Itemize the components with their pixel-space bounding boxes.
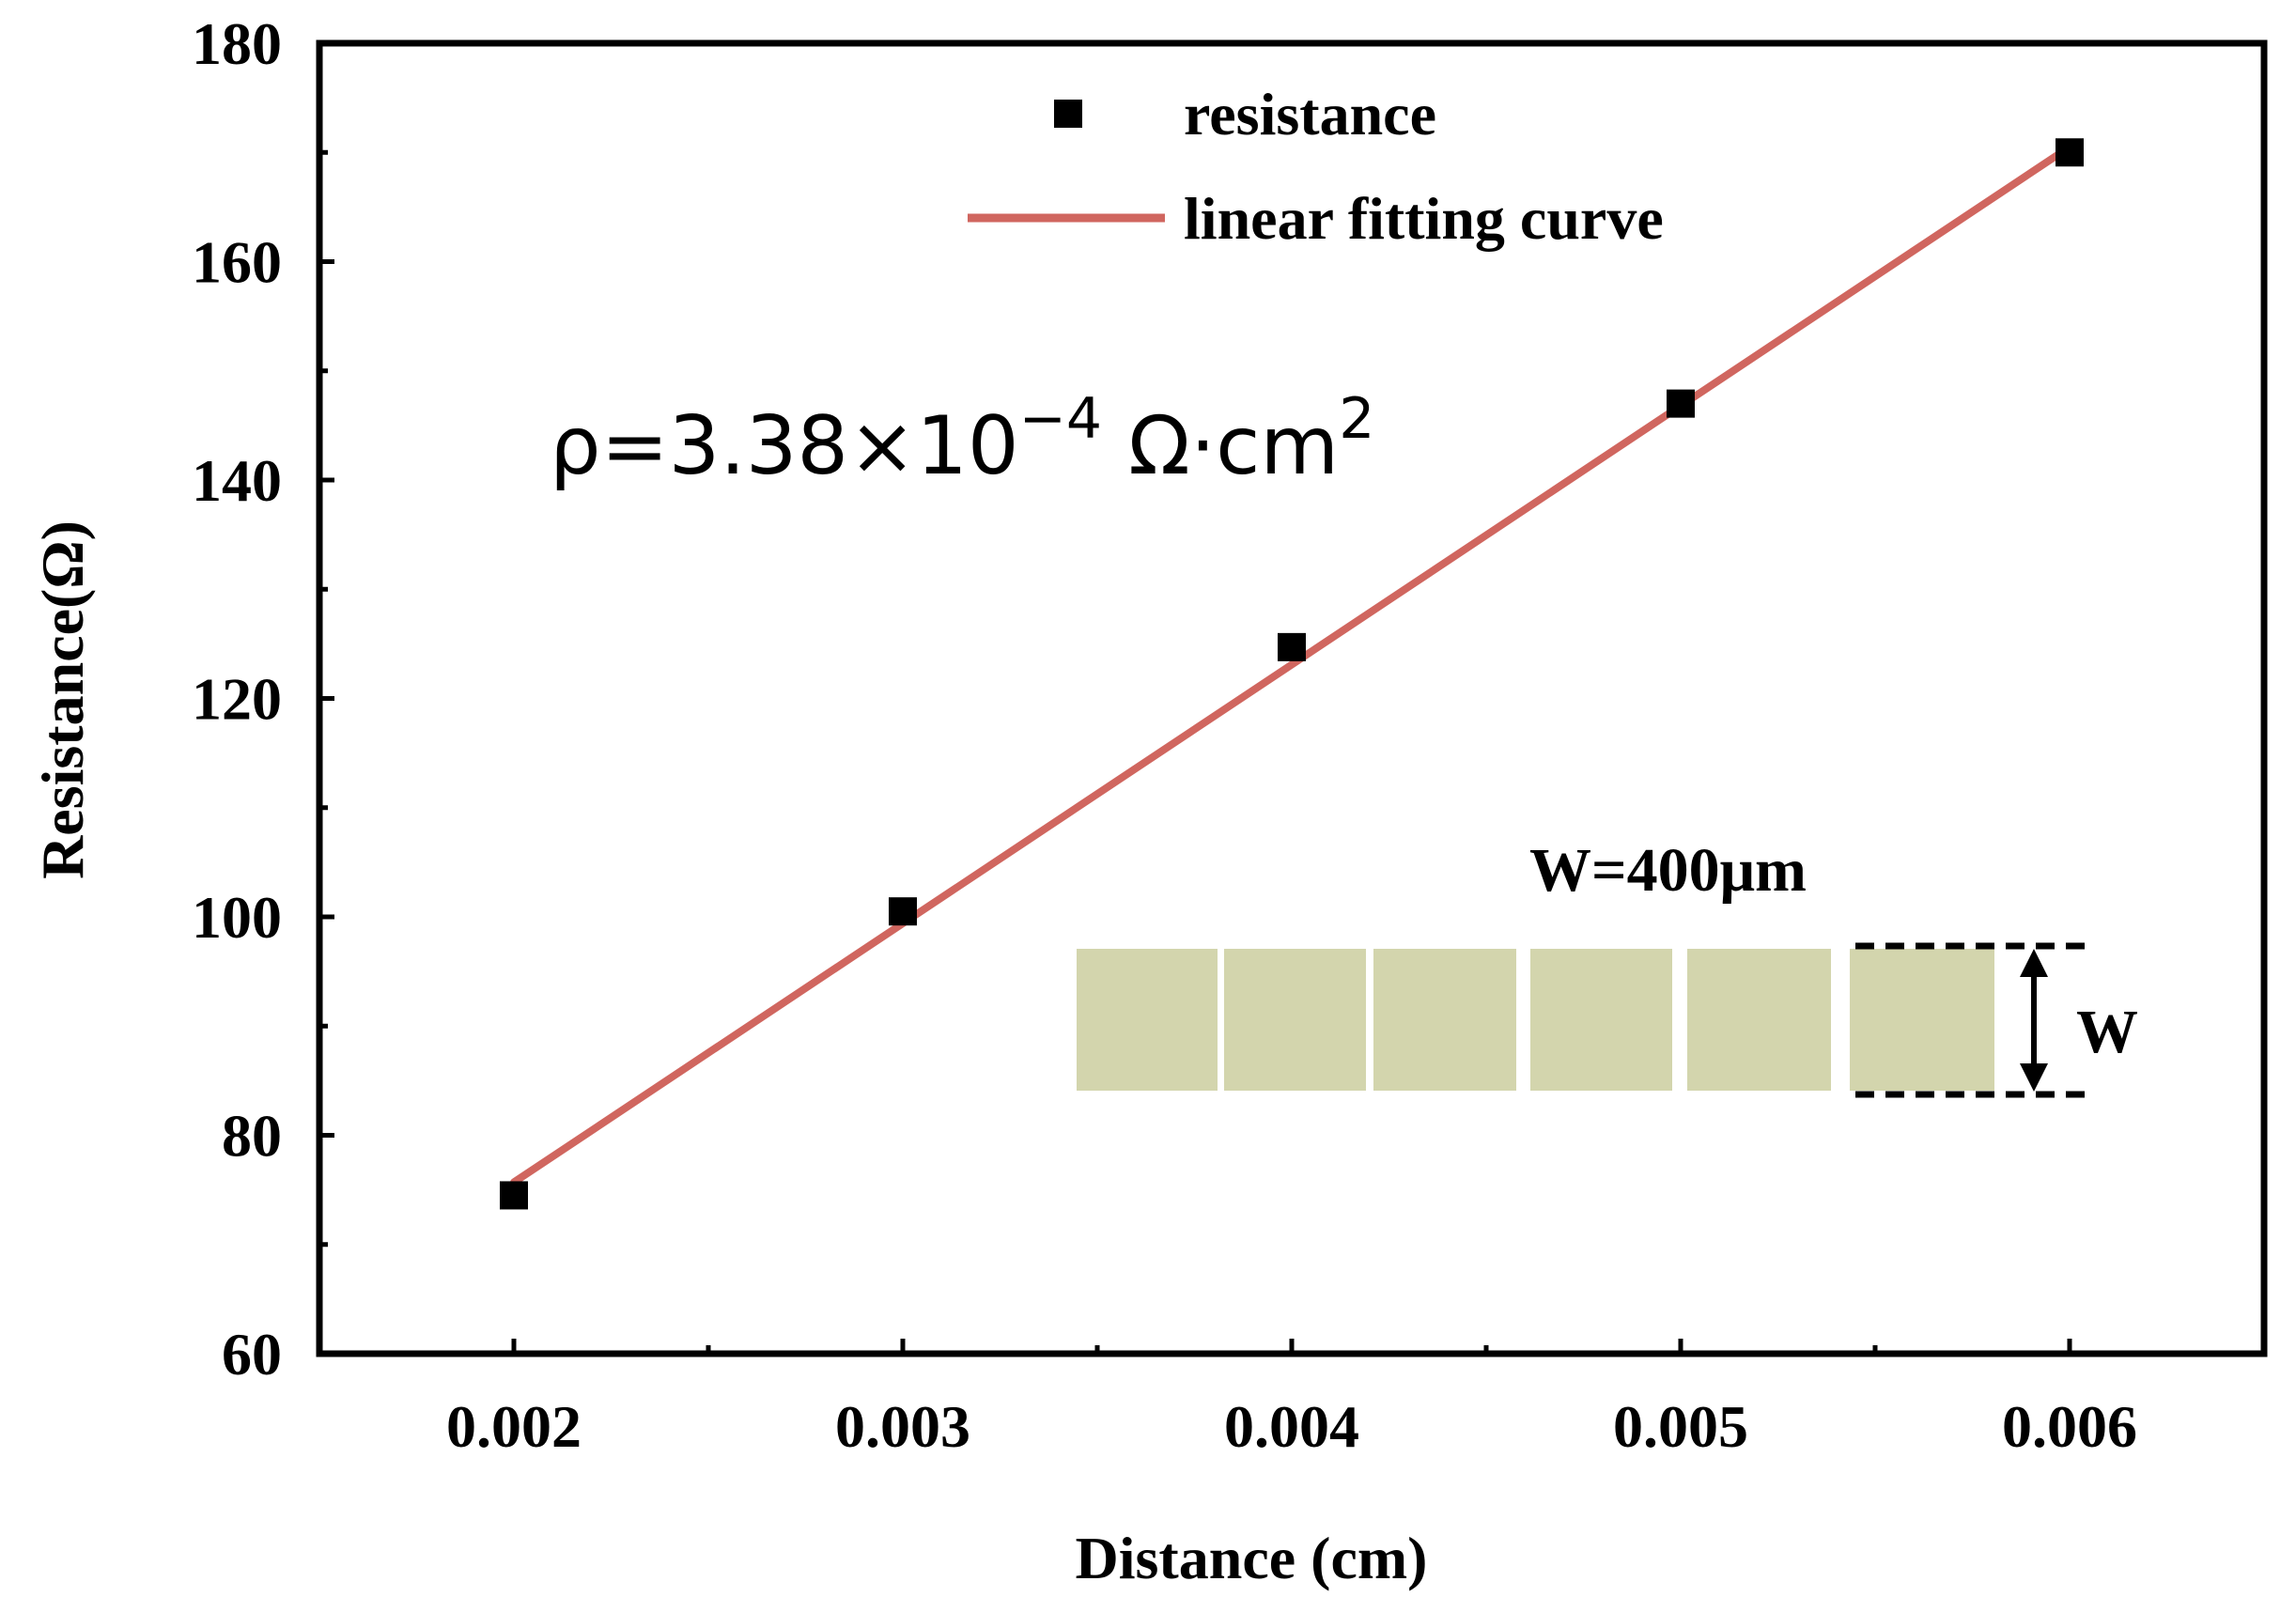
pad-4 (1530, 949, 1672, 1091)
axis-ticks (319, 40, 2267, 1357)
inset-schematic: W=400μm W (1077, 836, 2138, 1098)
rho-exponent: −4 (1019, 386, 1102, 452)
rho-unit: Ω·cm (1128, 399, 1339, 493)
x-tick-label: 0.003 (835, 1393, 970, 1460)
rho-main: ρ=3.38×10 (550, 399, 1019, 493)
resistivity-annotation: ρ=3.38×10−4 Ω·cm2 (550, 386, 1374, 493)
y-tick-label: 80 (222, 1103, 282, 1170)
legend-resistance-label: resistance (1184, 81, 1436, 147)
x-tick-label: 0.006 (2002, 1393, 2137, 1460)
legend-resistance-marker (1054, 100, 1082, 128)
y-tick-label: 60 (222, 1321, 282, 1388)
inset-label: W=400μm (1529, 836, 1807, 905)
y-axis-label: Resistance(Ω) (29, 520, 96, 879)
rho-unit-exponent: 2 (1339, 386, 1374, 452)
pad-1 (1077, 949, 1218, 1091)
x-axis-label: Distance (cm) (1076, 1525, 1428, 1591)
x-tick-label: 0.005 (1613, 1393, 1748, 1460)
x-tick-label: 0.004 (1224, 1393, 1359, 1460)
fit-line (510, 143, 2073, 1186)
data-point (1278, 632, 1306, 661)
data-point (500, 1181, 528, 1210)
y-tick-label: 160 (192, 229, 282, 296)
pad-3 (1373, 949, 1516, 1091)
data-point (2056, 138, 2084, 167)
y-tick-label: 100 (192, 884, 282, 951)
width-arrow-head-down (2020, 1063, 2048, 1092)
inset-dimension-label: W (2076, 998, 2138, 1066)
y-tick-label: 120 (192, 666, 282, 733)
y-tick-label: 140 (192, 447, 282, 514)
legend-fit-label: linear fitting curve (1184, 185, 1664, 252)
x-tick-labels: 0.002 0.003 0.004 0.005 0.006 (446, 1393, 2137, 1460)
y-tick-labels: 60 80 100 120 140 160 180 (192, 10, 282, 1388)
x-tick-label: 0.002 (446, 1393, 582, 1460)
fit-line-layer (510, 143, 2073, 1186)
pad-6 (1850, 949, 1994, 1091)
y-tick-label: 180 (192, 10, 282, 77)
pad-5 (1687, 949, 1831, 1091)
data-point (889, 897, 917, 926)
width-arrow-head-up (2020, 949, 2048, 977)
pad-2 (1224, 949, 1366, 1091)
legend: resistance linear fitting curve (968, 81, 1664, 252)
scatter-points-layer (500, 138, 2084, 1210)
data-point (1667, 389, 1695, 418)
